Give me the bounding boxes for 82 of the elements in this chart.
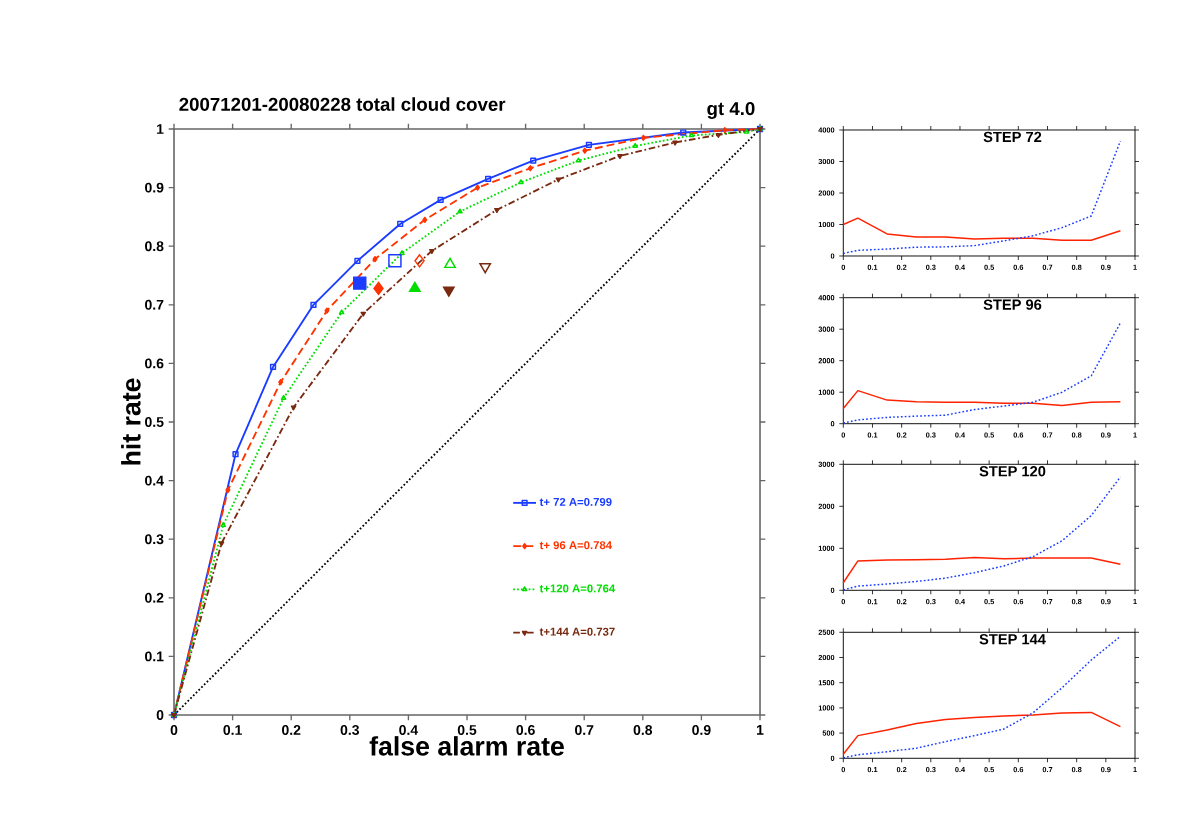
point [632,142,639,148]
point [280,394,287,400]
point [373,281,384,296]
line-series [842,389,1122,410]
point [408,281,421,293]
point [444,257,456,269]
point [269,363,277,371]
x-tick-label: 0.5 [457,725,477,735]
point [680,129,687,136]
point [575,157,582,163]
line-series [842,322,1122,424]
point [585,141,593,148]
point [225,486,231,494]
y-tick-label: 0 [156,710,164,720]
point [414,254,425,268]
y-tick-label: 0.7 [145,299,164,310]
y-tick-label: 0.6 [145,358,164,369]
point [582,147,588,154]
x-tick-label: 0.8 [633,725,653,735]
point [437,196,444,204]
y-tick-label: 0.9 [145,182,164,193]
point [527,165,533,172]
point [743,128,750,134]
x-tick-label: 0.1 [223,725,242,735]
point [555,177,562,183]
point [360,311,367,317]
line-series [842,476,1122,591]
y-tick-label: 0.4 [145,475,164,486]
point [484,175,492,182]
point [220,521,227,528]
line-series [842,635,1122,759]
legend-label: t+ 96 A=0.784 [539,541,612,550]
point [324,307,330,314]
point [429,248,435,255]
point [722,127,728,134]
point [530,157,537,164]
legend-label: t+ 72 A=0.799 [539,497,612,506]
point [397,220,404,228]
point [310,301,317,308]
chart-title: STEP 72 [983,131,1042,143]
legend-label: t+120 A=0.764 [539,584,616,593]
chart-title: STEP 96 [983,299,1042,310]
point [278,379,284,386]
point [715,132,722,138]
legend-label: t+144 A=0.737 [539,627,615,636]
point [617,154,623,160]
x-tick-label: 0.2 [282,725,301,735]
chart-title: 20071201-20080228 total cloud cover [179,97,506,111]
y-tick-label: 0.1 [145,651,164,662]
line-series [842,217,1122,241]
x-tick-label: 0.6 [516,725,535,735]
x-tick-label: 1 [756,725,764,735]
point [672,140,678,146]
y-axis-title: hit rate [121,378,141,465]
x-tick-label: 0.4 [399,725,419,735]
x-axis-title: false alarm rate [369,736,564,756]
y-tick-label: 1 [157,124,164,134]
chart-title: STEP 120 [979,466,1046,477]
point [422,216,428,223]
point [494,207,500,214]
point [442,286,455,297]
x-tick-label: 0.9 [692,725,711,735]
x-tick-label: 0 [170,725,178,735]
x-tick-label: 0.3 [340,725,360,735]
chart-subtitle: gt 4.0 [707,101,755,119]
point [290,405,297,411]
point [372,255,378,263]
y-tick-label: 0.8 [145,241,164,252]
line-series [842,711,1122,755]
point [457,208,463,214]
point [475,184,481,191]
point [354,257,361,264]
point [218,541,225,547]
point [479,262,492,274]
chart-title: STEP 144 [979,634,1046,645]
point [353,276,367,290]
y-tick-label: 0.3 [145,534,164,545]
x-tick-label: 0.7 [575,725,594,735]
point [640,134,646,141]
y-tick-label: 0.5 [145,417,164,427]
point [232,451,239,458]
point [388,254,402,268]
